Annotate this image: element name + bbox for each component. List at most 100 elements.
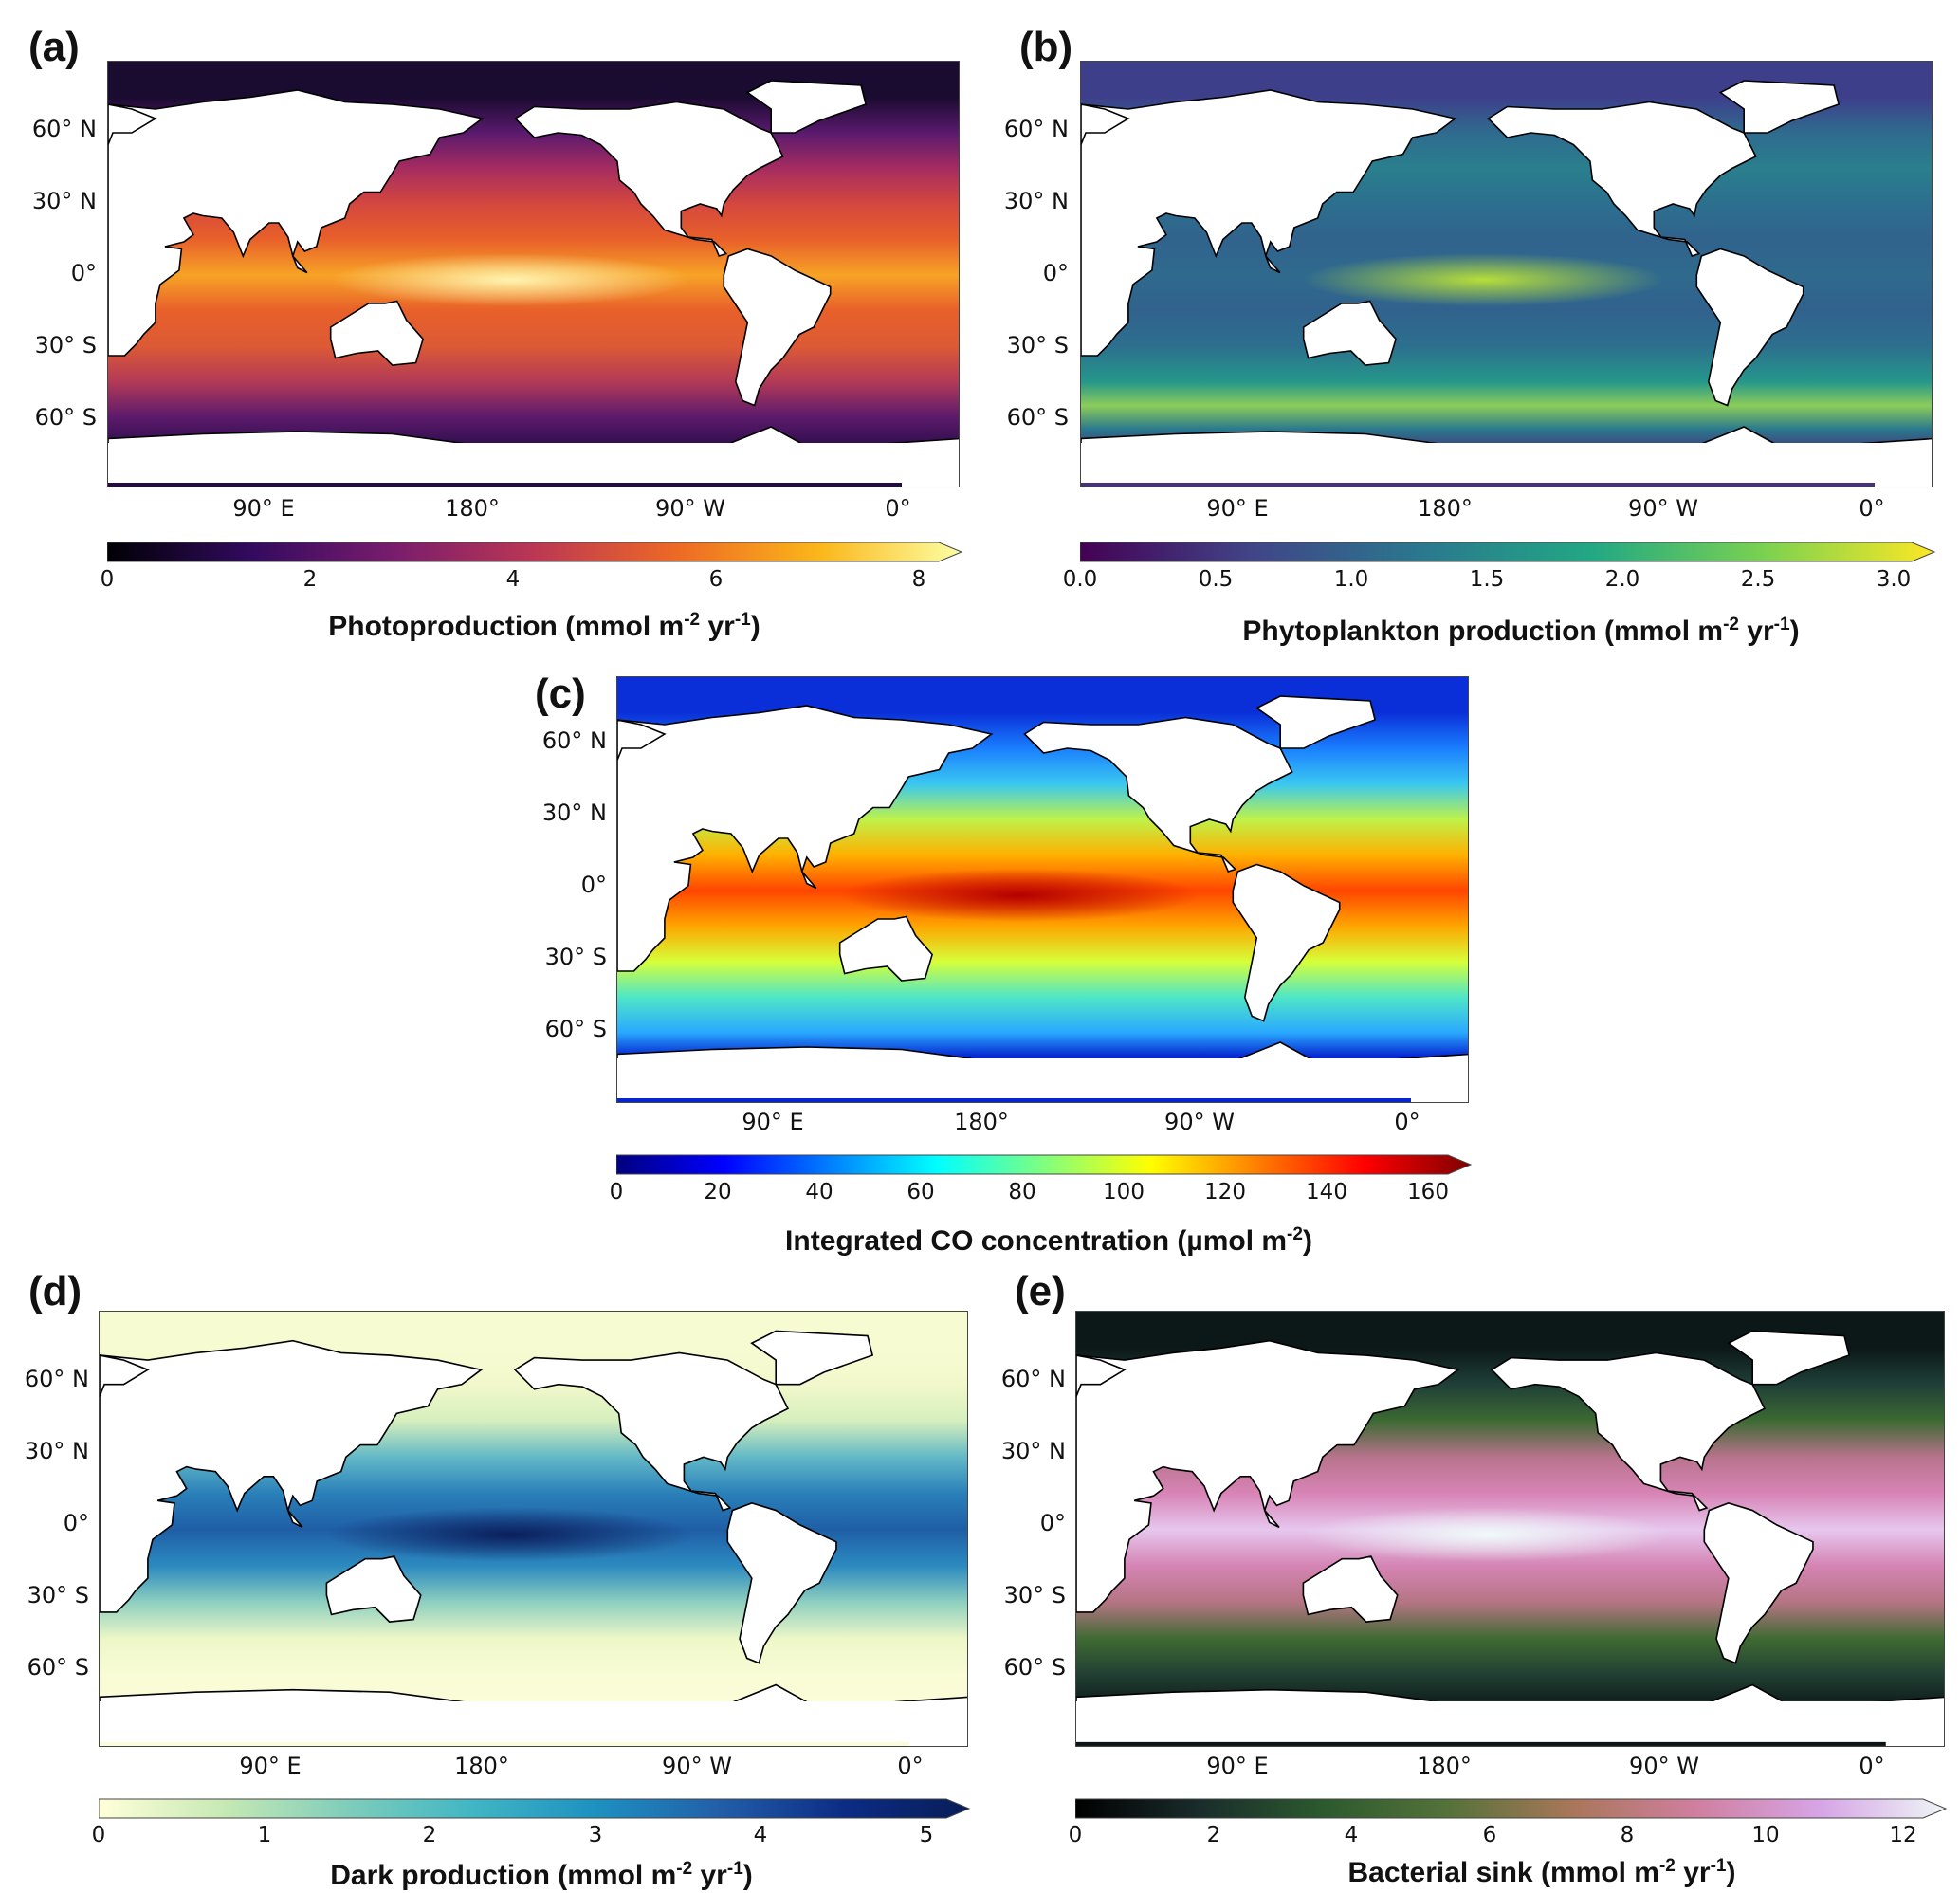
landmass-eurasia-africa — [1076, 1339, 1460, 1613]
colorbar-tick: 3.0 — [1876, 567, 1912, 592]
lat-label: 60° N — [1003, 116, 1069, 142]
map-dark-production — [99, 1311, 968, 1747]
landmass-australia — [838, 915, 933, 982]
lon-label: 180° — [454, 1753, 509, 1779]
lat-label: 60° N — [31, 116, 97, 142]
colorbar — [1080, 541, 1936, 563]
map-edge-line — [108, 483, 902, 487]
colorbar-tick: 3 — [588, 1823, 603, 1847]
colorbar-tick: 160 — [1407, 1180, 1449, 1204]
landmass-eurasia-africa — [617, 705, 994, 972]
colorbar-tick: 60 — [907, 1180, 935, 1204]
colorbar-tick: 40 — [805, 1180, 833, 1204]
map-integrated-co — [616, 676, 1469, 1103]
landmass-north-america — [1490, 1351, 1767, 1512]
colorbar-tick: 0 — [1068, 1823, 1083, 1847]
lon-label: 0° — [1859, 1753, 1885, 1779]
colorbar-tick: 6 — [708, 567, 724, 592]
landmass-greenland — [750, 1330, 874, 1386]
colorbar-title: Bacterial sink (mmol m-2 yr-1) — [1347, 1856, 1736, 1888]
equatorial-maximum — [1303, 1507, 1671, 1562]
landmass-europe-north — [1076, 1354, 1127, 1397]
lat-label: 60° N — [24, 1366, 89, 1392]
colorbar — [1075, 1797, 1948, 1820]
lon-label: 0° — [897, 1753, 924, 1779]
landmass-greenland — [745, 80, 868, 134]
map-blank-strip — [100, 1700, 967, 1746]
colorbar — [616, 1153, 1473, 1176]
colorbar-fill — [1080, 542, 1936, 562]
lon-label: 180° — [1417, 1753, 1472, 1779]
lon-label: 90° W — [1629, 1753, 1699, 1779]
lon-label: 90° E — [742, 1109, 804, 1135]
landmass-australia — [325, 1555, 422, 1623]
lat-label: 60° N — [541, 727, 607, 754]
colorbar-title: Photoproduction (mmol m-2 yr-1) — [328, 610, 760, 642]
colorbar-fill — [107, 542, 963, 562]
map-canvas — [617, 677, 1468, 1102]
colorbar — [107, 541, 963, 563]
colorbar-fill — [1075, 1798, 1948, 1819]
map-edge-line — [100, 1741, 909, 1746]
map-canvas — [1076, 1312, 1944, 1746]
lon-label: 90° E — [1206, 1753, 1269, 1779]
landmass-greenland — [1727, 1330, 1851, 1386]
lat-label: 0° — [1039, 1510, 1066, 1536]
lon-label: 0° — [885, 495, 911, 522]
landmass-europe-north — [1081, 103, 1130, 145]
landmass-north-america — [1023, 716, 1293, 873]
colorbar-tick: 0 — [609, 1180, 624, 1204]
landmass-north-america — [1487, 101, 1757, 257]
panel-label: (a) — [28, 24, 80, 70]
landmass-north-america — [513, 1351, 790, 1512]
colorbar-tick: 0 — [100, 567, 115, 592]
map-canvas — [100, 1312, 967, 1746]
colorbar-tick: 4 — [1344, 1823, 1359, 1847]
lat-label: 30° N — [24, 1438, 89, 1464]
colorbar-tick: 0.5 — [1198, 567, 1234, 592]
lat-label: 0° — [580, 872, 607, 898]
lat-label: 30° S — [1006, 332, 1069, 358]
lon-label: 90° W — [1628, 495, 1698, 522]
map-edge-line — [1076, 1741, 1886, 1746]
lon-label: 90° W — [1164, 1109, 1235, 1135]
lat-label: 60° S — [1006, 404, 1069, 431]
colorbar-tick: 2 — [302, 567, 318, 592]
colorbar-tick: 6 — [1482, 1823, 1497, 1847]
colorbar-fill — [616, 1154, 1473, 1175]
map-blank-strip — [617, 1058, 1468, 1102]
colorbar-tick: 120 — [1204, 1180, 1246, 1204]
landmass-europe-north — [108, 103, 157, 145]
lat-label: 0° — [70, 260, 97, 286]
lat-label: 60° S — [27, 1654, 89, 1681]
colorbar-tick: 20 — [704, 1180, 732, 1204]
colorbar-tick: 2 — [422, 1823, 437, 1847]
lon-label: 0° — [1394, 1109, 1420, 1135]
colorbar-tick: 8 — [1620, 1823, 1635, 1847]
lon-label: 90° W — [655, 495, 725, 522]
map-canvas — [1081, 62, 1932, 487]
landmass-south-america — [1703, 1502, 1814, 1664]
panel-label: (e) — [1015, 1268, 1066, 1314]
lat-label: 0° — [63, 1510, 89, 1536]
landmass-australia — [1302, 300, 1397, 366]
landmass-greenland — [1718, 80, 1841, 134]
colorbar-tick: 0.0 — [1062, 567, 1098, 592]
lon-label: 90° W — [662, 1753, 732, 1779]
colorbar-tick: 4 — [753, 1823, 768, 1847]
landmass-eurasia-africa — [108, 89, 485, 357]
colorbar-gradient — [1075, 1798, 1948, 1819]
colorbar-gradient — [107, 542, 963, 562]
colorbar-tick: 2 — [1206, 1823, 1221, 1847]
colorbar-tick: 2.0 — [1604, 567, 1640, 592]
landmass-south-america — [726, 1502, 837, 1664]
colorbar-tick: 100 — [1103, 1180, 1145, 1204]
landmass-australia — [1302, 1555, 1399, 1623]
equatorial-maximum — [330, 253, 691, 306]
landmass-europe-north — [100, 1354, 150, 1397]
map-edge-line — [617, 1098, 1411, 1102]
colorbar-tick: 8 — [911, 567, 926, 592]
colorbar-title: Dark production (mmol m-2 yr-1) — [330, 1859, 753, 1891]
colorbar-tick: 1.0 — [1333, 567, 1369, 592]
lat-label: 30° S — [34, 332, 97, 358]
